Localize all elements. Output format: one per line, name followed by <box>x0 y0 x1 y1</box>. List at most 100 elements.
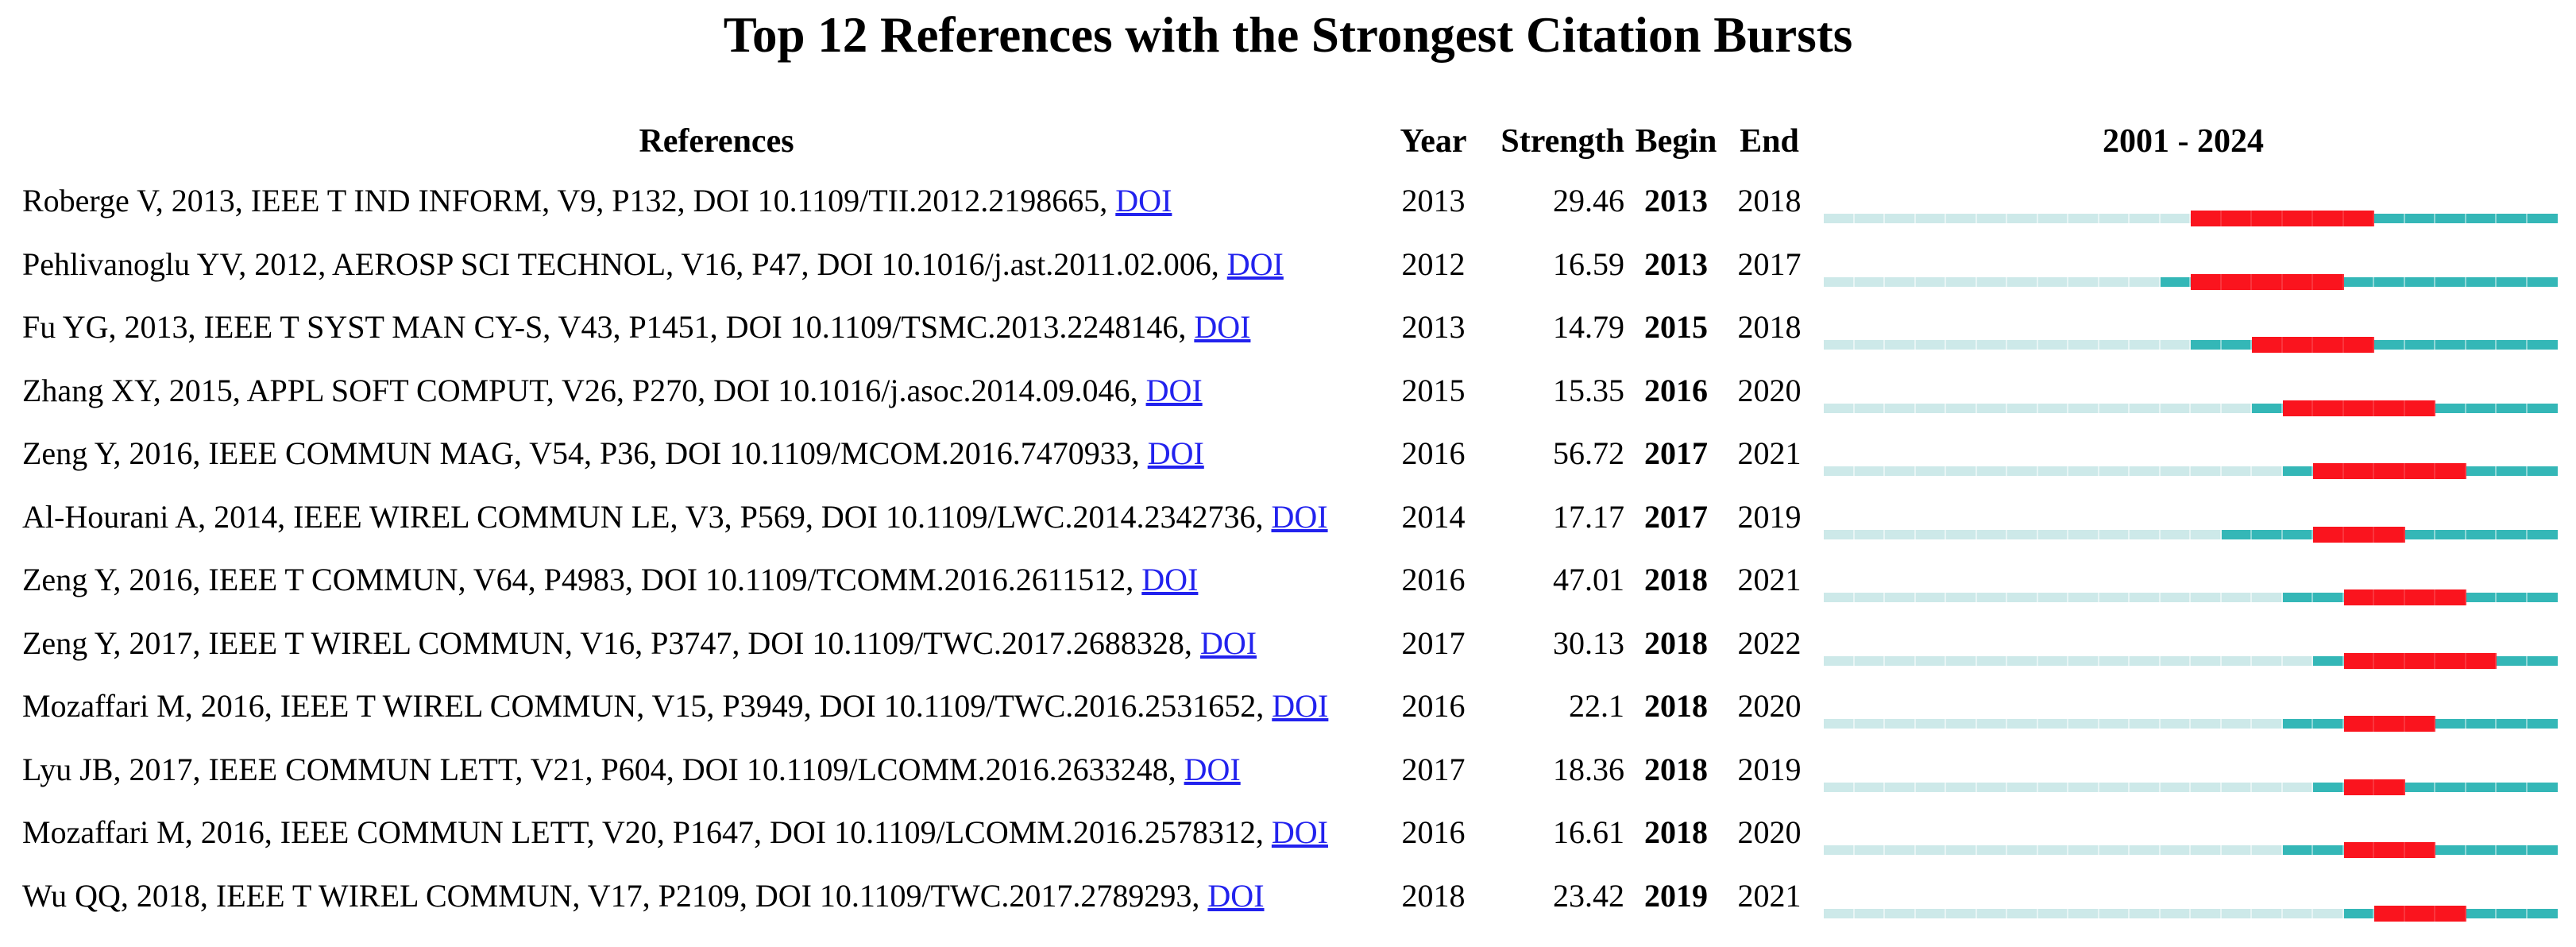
timeline-year-segment-2018 <box>2343 842 2374 858</box>
timeline-year-segment-2019 <box>2374 779 2405 795</box>
timeline-year-segment-2016 <box>2282 337 2313 353</box>
burst-timeline-cell <box>1819 359 2576 423</box>
doi-link[interactable]: DOI <box>1199 624 1257 661</box>
timeline-year-segment-2012 <box>2160 593 2191 602</box>
doi-link[interactable]: DOI <box>1207 877 1265 914</box>
burst-timeline-cell <box>1819 801 2576 864</box>
timeline-year-segment-2009 <box>2068 403 2099 413</box>
timeline-year-segment-2005 <box>1946 782 1977 792</box>
timeline-year-segment-2002 <box>1854 403 1885 413</box>
timeline-year-segment-2016 <box>2282 466 2313 476</box>
timeline-year-segment-2013 <box>2191 719 2222 729</box>
end-cell: 2017 <box>1737 245 1802 282</box>
timeline-year-segment-2017 <box>2313 593 2344 602</box>
timeline-year-segment-2015 <box>2252 529 2283 539</box>
timeline-year-segment-2003 <box>1885 529 1916 539</box>
reference-text: Roberge V, 2013, IEEE T IND INFORM, V9, … <box>22 183 1116 218</box>
timeline-year-segment-2013 <box>2191 273 2222 290</box>
timeline-year-segment-2014 <box>2221 466 2252 476</box>
timeline-year-segment-2001 <box>1824 214 1855 223</box>
doi-link[interactable]: DOI <box>1271 498 1328 535</box>
timeline-year-segment-2007 <box>2007 214 2038 223</box>
doi-link[interactable]: DOI <box>1272 688 1329 724</box>
timeline-year-segment-2021 <box>2435 214 2466 223</box>
timeline-year-segment-2024 <box>2527 593 2558 602</box>
burst-timeline-cell <box>1819 864 2576 928</box>
timeline-year-segment-2002 <box>1854 908 1885 918</box>
timeline-year-segment-2011 <box>2130 719 2161 729</box>
year-cell: 2018 <box>1401 877 1466 914</box>
end-cell: 2021 <box>1737 877 1802 914</box>
reference-text: Mozaffari M, 2016, IEEE COMMUN LETT, V20… <box>22 814 1272 850</box>
timeline-year-segment-2021 <box>2435 905 2466 922</box>
timeline-year-segment-2024 <box>2527 908 2558 918</box>
timeline-year-segment-2014 <box>2221 529 2252 539</box>
timeline-year-segment-2019 <box>2374 214 2405 223</box>
timeline-year-segment-2024 <box>2527 276 2558 287</box>
doi-link[interactable]: DOI <box>1115 183 1172 218</box>
timeline-year-segment-2011 <box>2130 593 2161 602</box>
timeline-year-segment-2003 <box>1885 466 1916 476</box>
doi-link[interactable]: DOI <box>1194 309 1251 345</box>
timeline-year-segment-2024 <box>2527 655 2558 666</box>
timeline-year-segment-2022 <box>2466 214 2497 223</box>
timeline-year-segment-2024 <box>2527 845 2558 855</box>
timeline-year-segment-2008 <box>2037 276 2068 287</box>
timeline-year-segment-2021 <box>2435 845 2466 855</box>
timeline-year-segment-2001 <box>1824 908 1855 918</box>
doi-link[interactable]: DOI <box>1141 562 1199 597</box>
burst-timeline-cell <box>1819 233 2576 296</box>
doi-link[interactable]: DOI <box>1145 372 1203 408</box>
timeline-year-segment-2004 <box>1915 529 1946 539</box>
timeline-year-segment-2011 <box>2130 845 2161 855</box>
timeline-year-segment-2016 <box>2282 908 2313 918</box>
timeline-year-segment-2003 <box>1885 593 1916 602</box>
timeline-year-segment-2001 <box>1824 403 1855 413</box>
timeline-year-segment-2017 <box>2313 526 2344 543</box>
burst-bar <box>1824 337 2558 353</box>
timeline-year-segment-2005 <box>1946 276 1977 287</box>
begin-cell: 2019 <box>1644 877 1708 914</box>
timeline-year-segment-2020 <box>2404 716 2435 732</box>
timeline-year-segment-2012 <box>2160 908 2191 918</box>
timeline-year-segment-2020 <box>2404 276 2435 287</box>
timeline-year-segment-2001 <box>1824 719 1855 729</box>
reference-cell: Pehlivanoglu YV, 2012, AEROSP SCI TECHNO… <box>0 233 1385 296</box>
strength-cell: 15.35 <box>1553 372 1624 408</box>
timeline-year-segment-2009 <box>2068 529 2099 539</box>
begin-cell: 2018 <box>1644 624 1708 661</box>
timeline-year-segment-2006 <box>1976 782 2007 792</box>
year-cell: 2013 <box>1401 309 1466 345</box>
burst-bar <box>1824 273 2558 290</box>
timeline-year-segment-2004 <box>1915 593 1946 602</box>
year-cell: 2013 <box>1401 183 1466 218</box>
strength-cell: 23.42 <box>1553 877 1624 914</box>
timeline-year-segment-2007 <box>2007 845 2038 855</box>
reference-text: Zeng Y, 2016, IEEE COMMUN MAG, V54, P36,… <box>22 435 1148 471</box>
timeline-year-segment-2012 <box>2160 340 2191 350</box>
end-cell: 2019 <box>1737 751 1802 787</box>
begin-cell: 2013 <box>1644 245 1708 282</box>
doi-link[interactable]: DOI <box>1147 435 1204 471</box>
timeline-year-segment-2014 <box>2221 782 2252 792</box>
timeline-year-segment-2017 <box>2313 719 2344 729</box>
doi-link[interactable]: DOI <box>1271 814 1328 850</box>
timeline-year-segment-2004 <box>1915 340 1946 350</box>
timeline-year-segment-2018 <box>2343 276 2374 287</box>
timeline-year-segment-2012 <box>2160 845 2191 855</box>
year-cell: 2016 <box>1401 688 1466 724</box>
timeline-year-segment-2002 <box>1854 845 1885 855</box>
timeline-year-segment-2022 <box>2466 593 2497 602</box>
timeline-year-segment-2016 <box>2282 845 2313 855</box>
doi-link[interactable]: DOI <box>1226 245 1284 282</box>
timeline-year-segment-2002 <box>1854 719 1885 729</box>
timeline-year-segment-2021 <box>2435 652 2466 669</box>
timeline-year-segment-2018 <box>2343 716 2374 732</box>
burst-timeline-cell <box>1819 674 2576 738</box>
timeline-year-segment-2006 <box>1976 655 2007 666</box>
doi-link[interactable]: DOI <box>1184 751 1241 787</box>
timeline-year-segment-2013 <box>2191 655 2222 666</box>
timeline-year-segment-2004 <box>1915 845 1946 855</box>
timeline-year-segment-2015 <box>2252 337 2283 353</box>
timeline-year-segment-2010 <box>2099 845 2130 855</box>
